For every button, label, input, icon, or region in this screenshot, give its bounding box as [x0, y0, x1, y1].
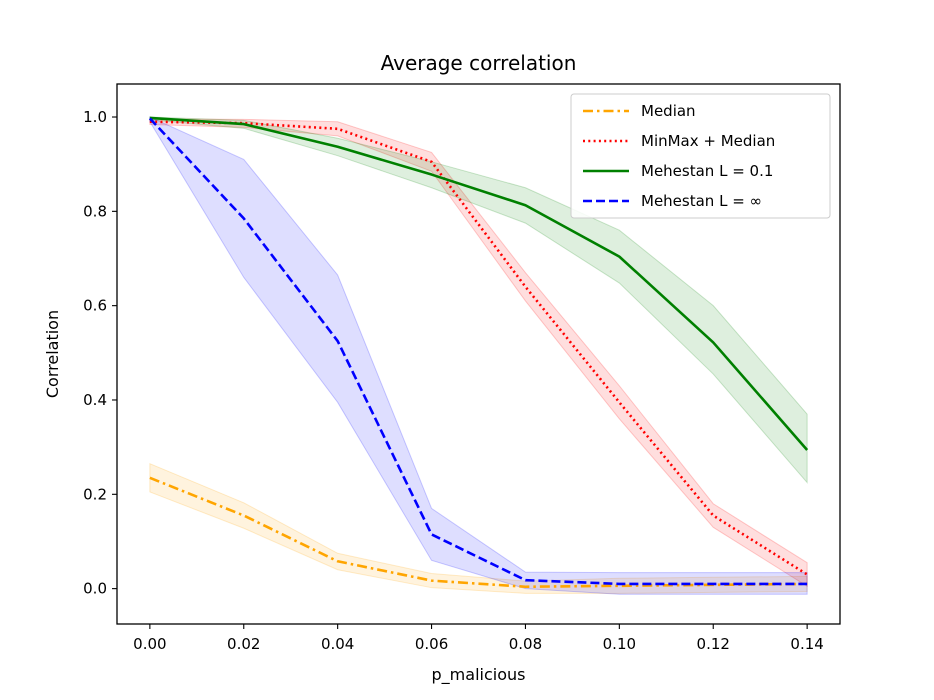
legend-label: Mehestan L = ∞ [641, 192, 762, 210]
x-tick-label: 0.14 [790, 635, 823, 653]
y-tick-label: 0.0 [83, 580, 107, 598]
series-lines [148, 116, 809, 589]
legend-box [570, 93, 831, 219]
y-tick-label: 0.2 [83, 485, 107, 503]
y-axis-label: Correlation [43, 310, 62, 398]
x-axis-label: p_malicious [432, 665, 526, 685]
x-tick-label: 0.06 [415, 635, 448, 653]
chart-title: Average correlation [381, 51, 577, 75]
x-tick-label: 0.12 [697, 635, 730, 653]
x-tick-label: 0.02 [227, 635, 260, 653]
legend: Median MinMax + Median Mehestan L = 0.1 Meh… [570, 93, 831, 219]
plot-frame [116, 83, 841, 625]
x-tick-label: 0.00 [133, 635, 166, 653]
band-series-3 [149, 116, 808, 595]
line-series-2 [149, 116, 809, 451]
legend-label: Median [641, 102, 696, 120]
band-series-0 [149, 462, 808, 594]
y-tick-label: 0.4 [83, 391, 107, 409]
legend-label: MinMax + Median [641, 132, 775, 150]
x-tick-label: 0.08 [509, 635, 542, 653]
legend-label: Mehestan L = 0.1 [641, 162, 773, 180]
band-series-1 [149, 118, 808, 588]
y-tick-label: 0.8 [83, 202, 107, 220]
y-tick-label: 0.6 [83, 297, 107, 315]
line-series-3 [148, 117, 808, 586]
y-tick-label: 1.0 [83, 108, 107, 126]
x-tick-label: 0.10 [603, 635, 636, 653]
x-tick-label: 0.04 [321, 635, 354, 653]
x-axis-ticks: 0.00 0.02 0.04 0.06 0.08 0.10 0.12 0.14 [133, 624, 824, 653]
y-axis-ticks: 0.0 0.2 0.4 0.6 0.8 1.0 [83, 108, 117, 598]
